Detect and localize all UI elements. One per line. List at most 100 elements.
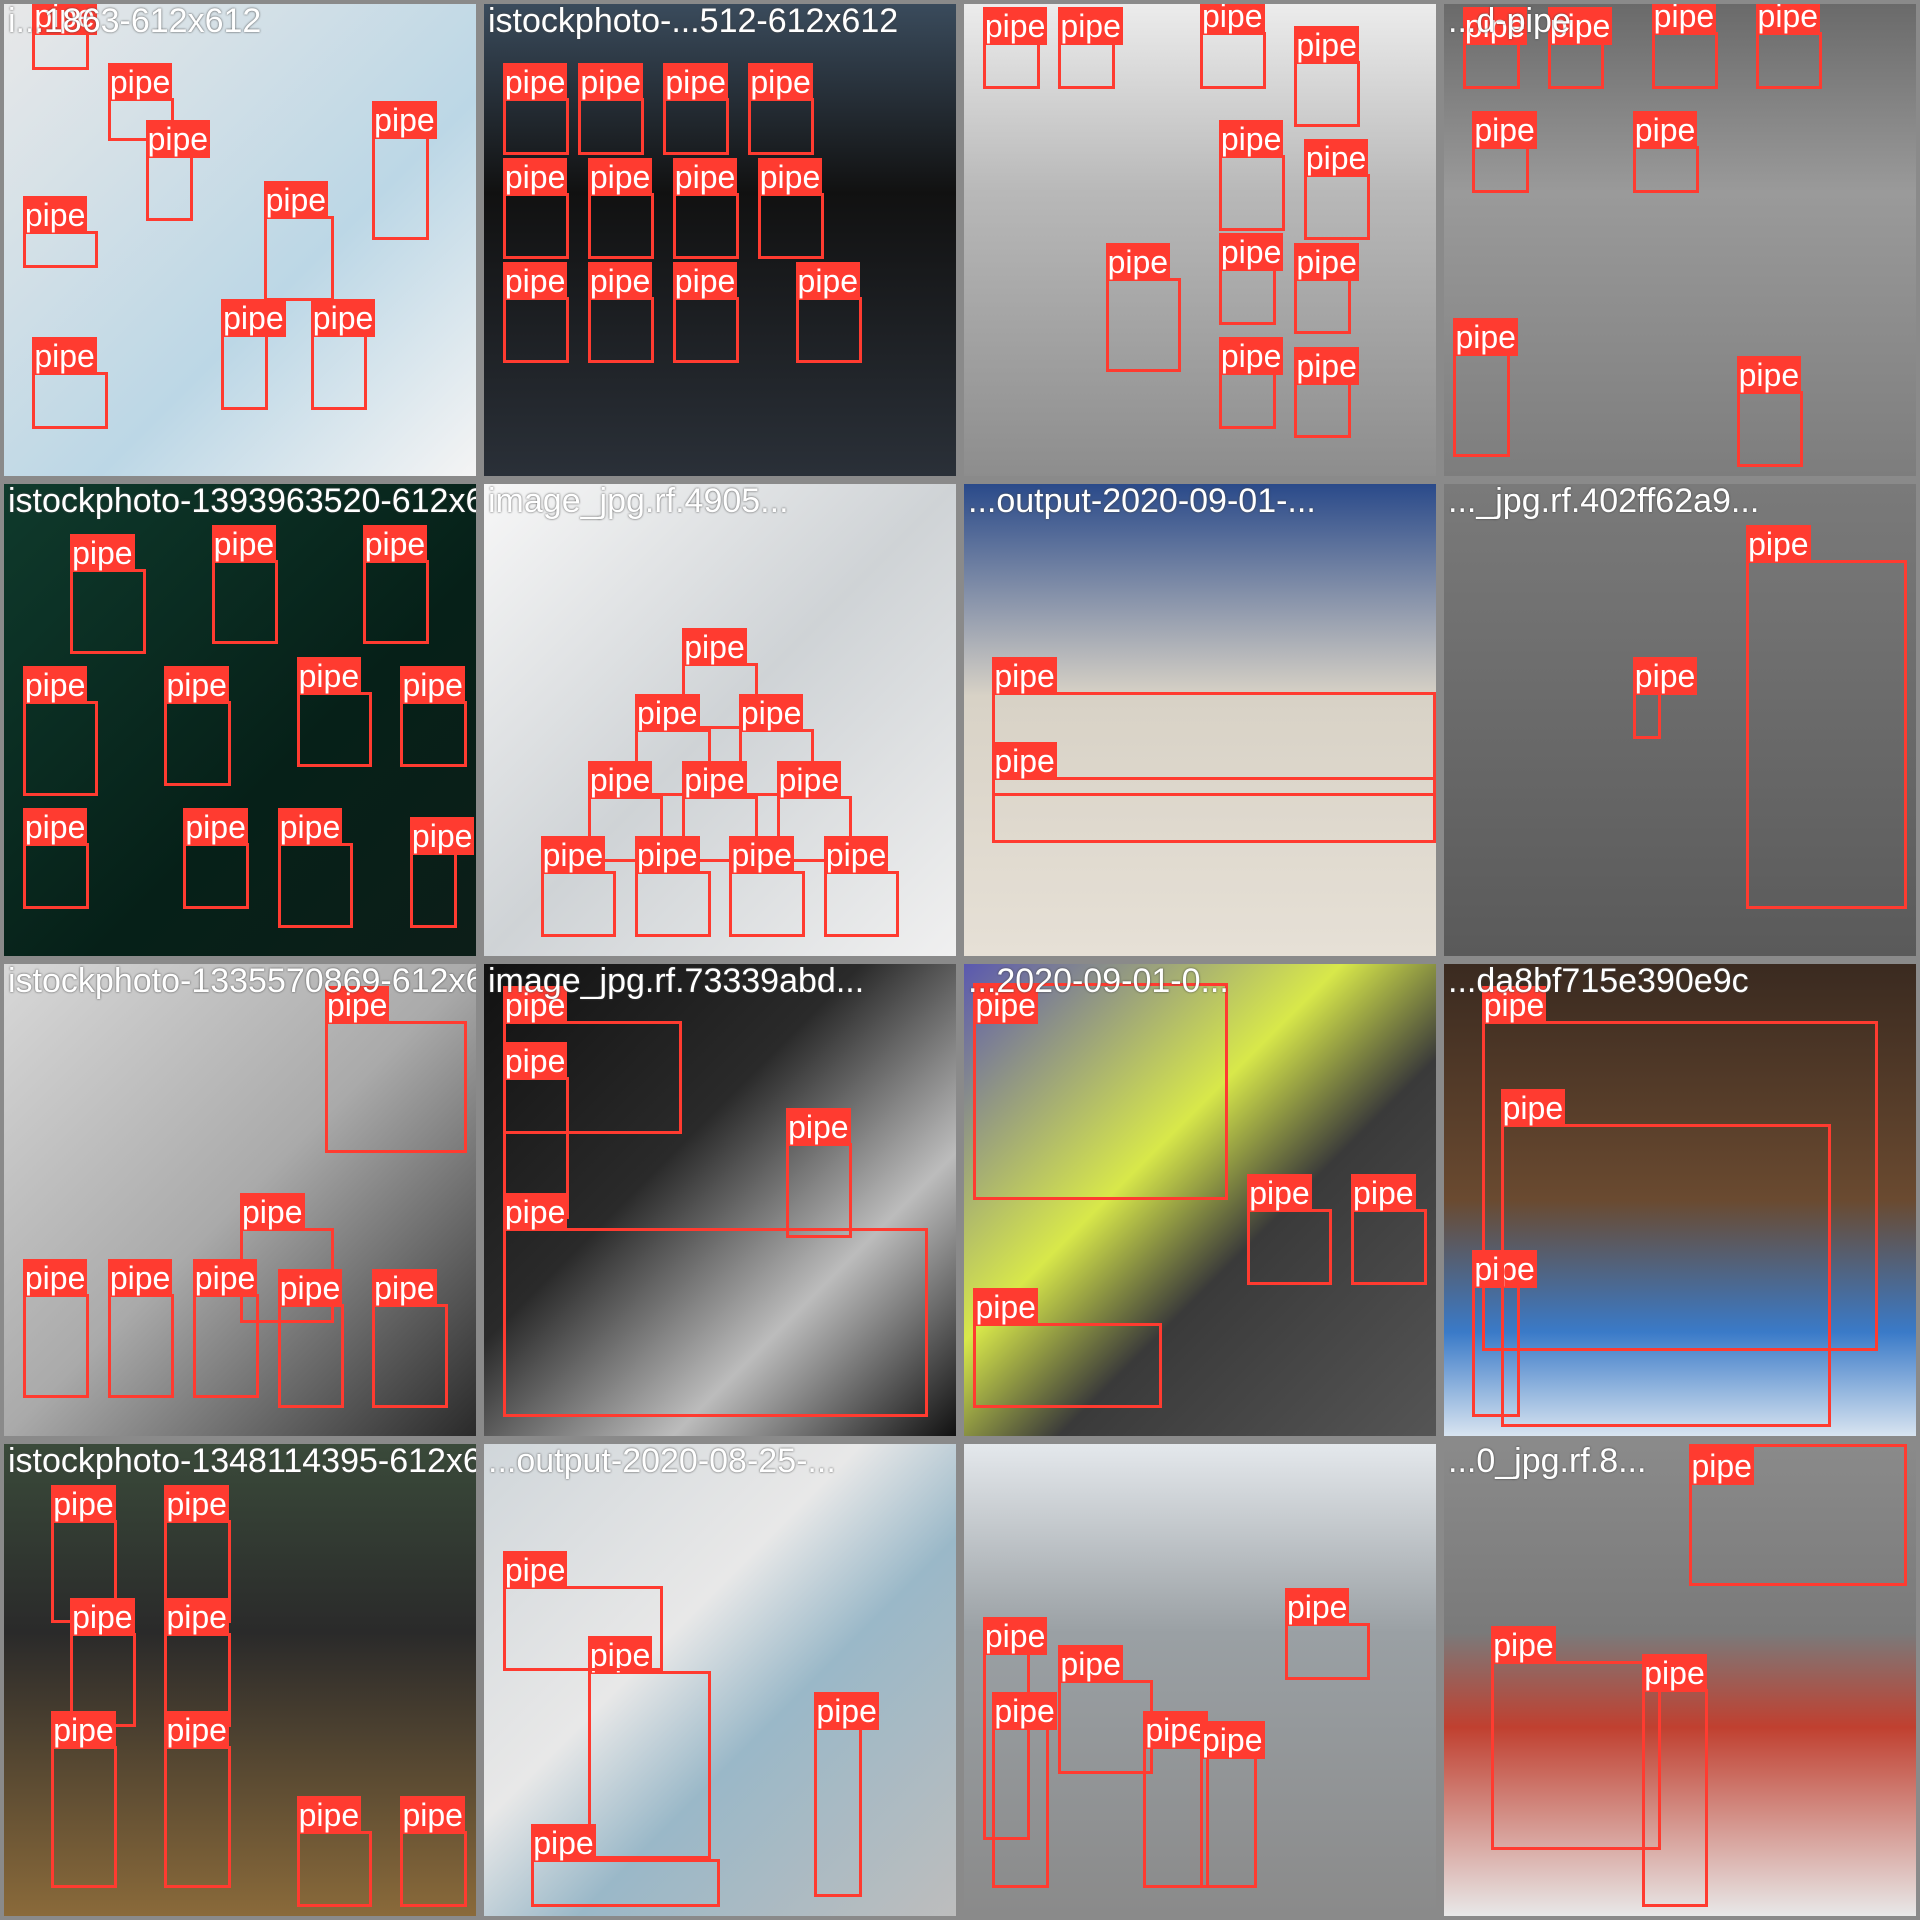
detection-label: pipe xyxy=(400,1796,465,1835)
detection-box: pipe xyxy=(400,666,467,768)
detection-box: pipe xyxy=(795,261,862,363)
detection-label: pipe xyxy=(192,1259,258,1298)
detection-label: pipe xyxy=(1218,120,1284,159)
detection-box: pipe xyxy=(1218,233,1284,325)
detection-label: pipe xyxy=(164,666,229,705)
detection-label: pipe xyxy=(1200,4,1265,36)
detection-box: pipe xyxy=(1500,1089,1832,1427)
detection-box: pipe xyxy=(1481,985,1879,1352)
detection-box: pipe xyxy=(502,261,569,363)
detection-box: pipe xyxy=(263,181,335,302)
detection-label: pipe xyxy=(757,157,823,196)
detection-box: pipe xyxy=(1642,1654,1709,1907)
detection-box: pipe xyxy=(1218,337,1284,429)
detection-label: pipe xyxy=(587,157,653,196)
detection-label: pipe xyxy=(1481,985,1547,1024)
detection-label: pipe xyxy=(738,694,804,733)
detection-label: pipe xyxy=(1105,242,1171,281)
mosaic-tile: ...da8bf715e390e9c pipe pipe pipe xyxy=(1440,960,1920,1440)
detection-label: pipe xyxy=(1453,318,1518,357)
detection-label: pipe xyxy=(277,1268,343,1307)
detection-label: pipe xyxy=(1284,1588,1350,1627)
detection-label: pipe xyxy=(32,337,97,376)
detection-label: pipe xyxy=(982,6,1048,45)
detection-box: pipe xyxy=(1200,1720,1265,1888)
tile-title: ...output-2020-08-25-... xyxy=(488,1442,836,1480)
detection-label: pipe xyxy=(823,836,889,875)
detection-label: pipe xyxy=(263,181,329,220)
detection-box: pipe xyxy=(1247,1174,1333,1285)
detection-box: pipe xyxy=(502,1550,664,1671)
detection-box: pipe xyxy=(1294,242,1359,335)
detection-label: pipe xyxy=(502,1042,568,1081)
detection-box: pipe xyxy=(164,1597,231,1728)
detection-label: pipe xyxy=(22,666,88,705)
detection-box: pipe xyxy=(1294,346,1359,439)
detection-label: pipe xyxy=(973,1287,1038,1326)
detection-box: pipe xyxy=(540,836,617,938)
detection-box: pipe xyxy=(145,120,211,222)
detection-label: pipe xyxy=(145,120,211,159)
detection-box: pipe xyxy=(310,299,376,410)
detection-label: pipe xyxy=(1218,337,1284,376)
tile-title: istockphoto-...512-612x612 xyxy=(488,2,899,40)
detection-label: pipe xyxy=(409,817,475,856)
detection-box: pipe xyxy=(70,533,146,654)
detection-box: pipe xyxy=(1218,120,1285,231)
detection-box: pipe xyxy=(1284,1588,1370,1680)
detection-box: pipe xyxy=(192,1259,259,1399)
detection-label: pipe xyxy=(502,1550,568,1589)
detection-label: pipe xyxy=(973,985,1038,1024)
detection-box: pipe xyxy=(183,807,250,909)
tile-title: ...output-2020-09-01-... xyxy=(968,482,1316,520)
detection-label: pipe xyxy=(1294,346,1359,385)
mosaic-tile: ...0_jpg.rf.8... pipe pipe pipe xyxy=(1440,1440,1920,1920)
detection-box: pipe xyxy=(587,157,654,259)
detection-box: pipe xyxy=(587,261,654,363)
detection-box: pipe xyxy=(211,524,278,645)
detection-label: pipe xyxy=(211,524,277,563)
detection-box: pipe xyxy=(973,1287,1163,1408)
detection-label: pipe xyxy=(1472,110,1537,149)
detection-box: pipe xyxy=(502,1193,928,1418)
detection-label: pipe xyxy=(362,524,428,563)
detection-label: pipe xyxy=(221,299,286,338)
detection-box: pipe xyxy=(240,1193,335,1323)
detection-label: pipe xyxy=(240,1193,305,1232)
detection-box: pipe xyxy=(164,1711,231,1888)
detection-box: pipe xyxy=(992,1692,1057,1888)
mosaic-tile: istockphoto-1335570869-612x612 pipe pipe pi… xyxy=(0,960,480,1440)
mosaic-tile: ...output-2020-08-25-... pipe pipe pipe pipe xyxy=(480,1440,960,1920)
detection-label: pipe xyxy=(1462,6,1528,45)
detection-box: pipe xyxy=(1303,138,1370,240)
mosaic-tile: i...1863-612x612 pipe pipe pipe pipe pipe pipe… xyxy=(0,0,480,480)
detection-box: pipe xyxy=(776,760,853,862)
detection-box: pipe xyxy=(672,261,739,363)
detection-label: pipe xyxy=(502,1193,568,1232)
detection-box: pipe xyxy=(1462,6,1528,89)
detection-label: pipe xyxy=(982,1616,1048,1655)
detection-box: pipe xyxy=(1058,6,1123,89)
detection-box: pipe xyxy=(682,760,758,862)
detection-label: pipe xyxy=(635,694,700,733)
detection-label: pipe xyxy=(502,261,568,300)
detection-box: pipe xyxy=(587,1635,711,1860)
detection-label: pipe xyxy=(51,1711,116,1750)
detection-box: pipe xyxy=(107,63,174,141)
mosaic-tile: ...d-pipe pipe pipe pipe pipe pipe pipe pipe pip… xyxy=(1440,0,1920,480)
detection-label: pipe xyxy=(748,63,813,102)
detection-label: pipe xyxy=(729,836,794,875)
detection-label: pipe xyxy=(1218,233,1284,272)
detection-label: pipe xyxy=(400,666,465,705)
detection-label: pipe xyxy=(992,656,1057,695)
detection-box: pipe xyxy=(221,299,286,410)
detection-label: pipe xyxy=(672,157,738,196)
detection-label: pipe xyxy=(22,195,88,234)
detection-label: pipe xyxy=(107,1259,173,1298)
detection-box: pipe xyxy=(757,157,824,259)
detection-box: pipe xyxy=(587,760,664,862)
detection-label: pipe xyxy=(1632,656,1698,695)
detection-box: pipe xyxy=(982,6,1048,89)
detection-box: pipe xyxy=(1547,6,1613,89)
